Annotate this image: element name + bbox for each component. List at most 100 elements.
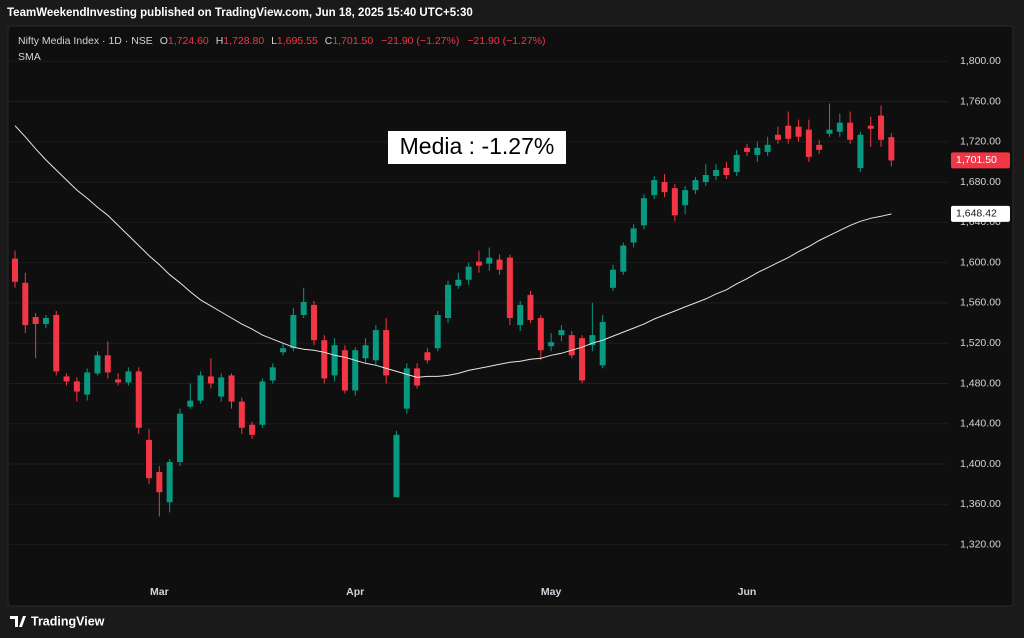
candle-body — [455, 279, 462, 286]
candle-body — [310, 304, 317, 341]
y-tick-label: 1,440.00 — [960, 418, 1001, 430]
x-tick-label: Jun — [738, 586, 757, 598]
candle-body — [599, 322, 606, 366]
last-price-box — [951, 152, 1010, 169]
candle-body — [847, 122, 854, 140]
plot — [12, 103, 895, 517]
candle-body — [341, 350, 348, 391]
legend-key: C — [325, 35, 333, 47]
y-tick-label: 1,400.00 — [960, 458, 1001, 470]
candle-body — [589, 335, 596, 346]
sma-price-box — [951, 205, 1010, 222]
candle-body — [579, 338, 586, 381]
candle-body — [352, 350, 359, 391]
candle-body — [84, 372, 91, 395]
candle-body — [651, 180, 658, 196]
legend-line: Nifty Media Index · 1D · NSE O1,724.60 H… — [18, 35, 546, 47]
candle-body — [795, 126, 802, 137]
annotation: Media : -1.27% — [400, 133, 555, 159]
y-tick-label: 1,760.00 — [960, 95, 1001, 107]
sma-legend: SMA — [18, 51, 41, 63]
sma-line — [14, 125, 892, 378]
candle-body — [383, 330, 390, 376]
y-tick-label: 1,320.00 — [960, 538, 1001, 550]
publish-header: TeamWeekendInvesting published on Tradin… — [7, 7, 473, 19]
candle-body — [269, 367, 276, 381]
candle-body — [640, 198, 647, 226]
candle-body — [207, 376, 214, 384]
annotation-box — [388, 131, 566, 164]
candle-body — [321, 340, 328, 379]
legend-key: L — [271, 35, 277, 47]
footer-brand: TradingView — [31, 614, 105, 628]
candle-body — [733, 154, 740, 173]
candle-body — [867, 125, 874, 129]
candle-body — [465, 266, 472, 280]
y-tick-label: 1,600.00 — [960, 256, 1001, 268]
legend-value: 1,724.60 — [168, 35, 209, 47]
tradingview-logo — [10, 616, 26, 627]
candle-body — [12, 258, 18, 282]
sma-price-label: 1,648.42 — [956, 208, 997, 220]
candle-body — [568, 335, 575, 356]
candle-body — [609, 269, 616, 288]
candle-body — [475, 261, 482, 266]
y-tick-label: 1,560.00 — [960, 297, 1001, 309]
candle-body — [197, 375, 204, 401]
legend-change: −21.90 (−1.27%) — [467, 35, 545, 47]
candle-body — [259, 381, 266, 425]
candle-body — [238, 401, 245, 428]
y-tick-label: 1,360.00 — [960, 498, 1001, 510]
legend-key: H — [216, 35, 224, 47]
legend-value: 1,728.80 — [223, 35, 264, 47]
y-tick-label: 1,720.00 — [960, 136, 1001, 148]
candle-body — [22, 282, 29, 326]
y-tick-label: 1,680.00 — [960, 176, 1001, 188]
candle-body — [888, 137, 895, 161]
candle-body — [300, 301, 307, 315]
candle-body — [280, 348, 287, 353]
candle-body — [816, 144, 823, 150]
legend-value: 1,695.55 — [277, 35, 318, 47]
candle-body — [331, 345, 338, 376]
candle-body — [135, 371, 142, 428]
candle-body — [744, 147, 751, 152]
candle-body — [836, 122, 843, 132]
candle-body — [558, 330, 565, 336]
candle-body — [702, 175, 709, 183]
candle-body — [661, 182, 668, 193]
candle-body — [785, 125, 792, 139]
x-tick-label: Mar — [150, 586, 169, 598]
candle-body — [805, 129, 812, 157]
candle-body — [94, 355, 101, 374]
candle-body — [125, 371, 132, 383]
candle-body — [42, 318, 49, 325]
candle-body — [434, 314, 441, 349]
candle-body — [486, 257, 493, 264]
candle-body — [53, 314, 60, 372]
candle-body — [517, 304, 524, 326]
candle-body — [764, 144, 771, 152]
candle-body — [176, 413, 183, 463]
legend-title: Nifty Media Index · 1D · NSE — [18, 35, 153, 47]
legend-key: O — [160, 35, 168, 47]
candle-body — [506, 257, 513, 319]
candle-body — [548, 342, 555, 347]
candle-body — [527, 294, 534, 321]
candle-body — [104, 355, 111, 373]
x-tick-label: Apr — [346, 586, 364, 598]
candle-body — [32, 317, 39, 325]
x-tick-label: May — [541, 586, 562, 598]
candle-body — [671, 188, 678, 216]
candle-body — [857, 134, 864, 168]
y-tick-label: 1,800.00 — [960, 55, 1001, 67]
y-tick-label: 1,520.00 — [960, 337, 1001, 349]
candle-body — [692, 180, 699, 191]
candle-body — [878, 115, 885, 140]
candle-body — [115, 379, 122, 383]
candle-body — [218, 377, 225, 397]
candle-body — [723, 167, 730, 176]
logo-icon — [10, 616, 26, 627]
candle-body — [620, 245, 627, 272]
